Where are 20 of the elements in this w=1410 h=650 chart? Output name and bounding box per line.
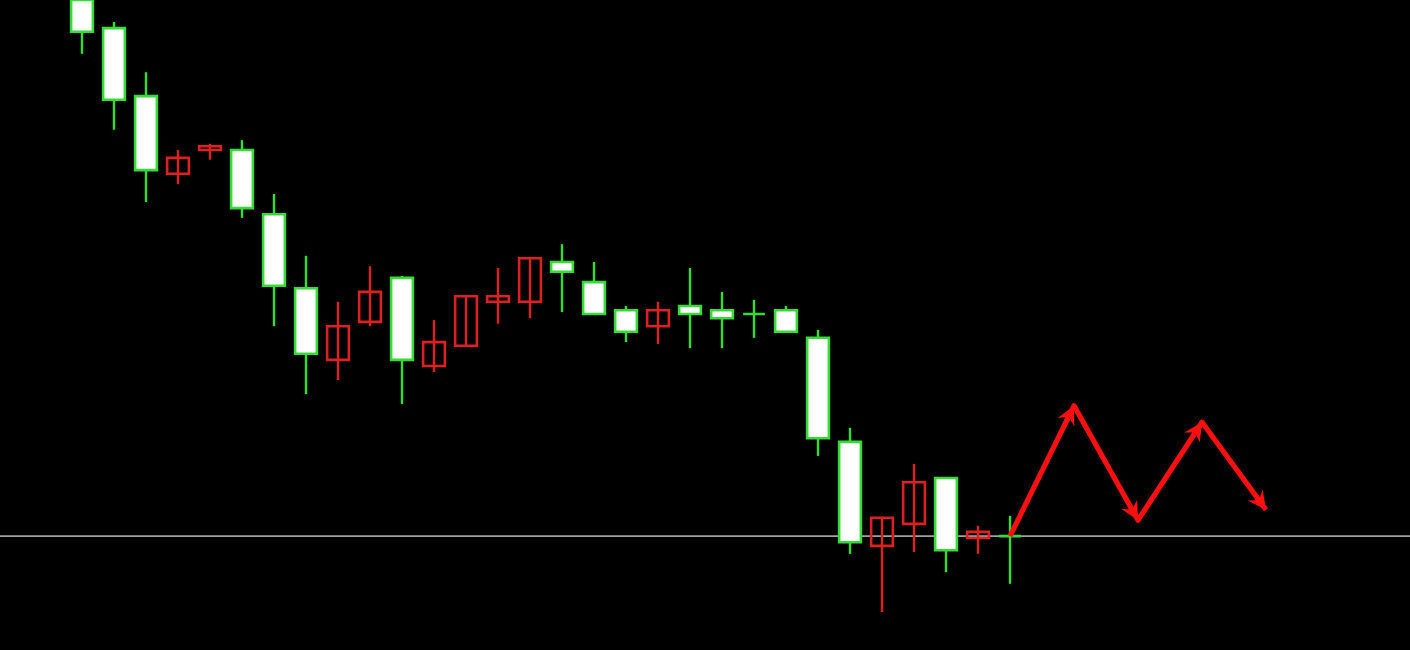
candlestick [901, 462, 927, 554]
candlestick [485, 266, 511, 325]
candlestick [325, 300, 351, 382]
candlestick [613, 304, 639, 344]
candlestick [549, 242, 575, 314]
candlestick [517, 256, 543, 320]
candlestick [165, 148, 191, 186]
candlestick [741, 298, 767, 340]
candlestick [869, 516, 895, 614]
candlestick [645, 300, 671, 346]
candlestick [709, 290, 735, 350]
candlestick [69, 0, 95, 56]
candlestick [357, 265, 383, 328]
candlestick [965, 524, 991, 556]
candlestick [997, 514, 1023, 586]
candlestick [581, 260, 607, 316]
candlestick [677, 266, 703, 350]
candlestick [453, 294, 479, 348]
candlestick [773, 304, 799, 333]
candlestick [421, 318, 447, 374]
